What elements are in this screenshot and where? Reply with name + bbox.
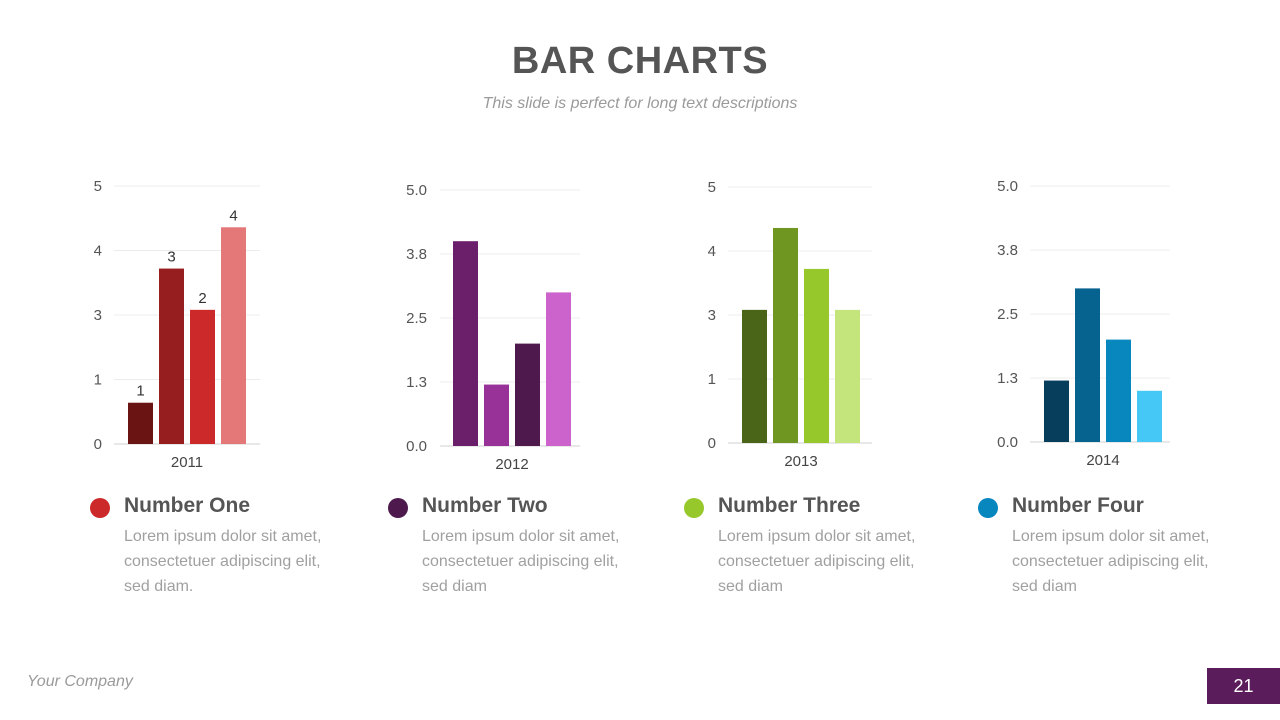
y-tick-label: 3.8 [997,242,1018,259]
y-tick-label: 1.3 [997,370,1018,387]
bar [484,384,509,446]
data-label: 2 [198,290,206,307]
category-label: 2011 [171,454,203,471]
legend-name-four: Number Four [1012,494,1144,517]
data-label: 3 [167,249,175,266]
data-label: 4 [229,207,237,224]
legend-desc-four: Lorem ipsum dolor sit amet, consectetuer… [1012,528,1210,595]
legend-dot-one [90,498,110,518]
y-tick-label: 5 [94,178,102,195]
bar [1106,339,1131,442]
page-number: 21 [1207,668,1280,704]
bar [515,343,540,446]
y-tick-label: 3 [708,307,716,324]
y-tick-label: 5.0 [997,178,1018,195]
y-tick-label: 2.5 [406,310,427,327]
bar [835,309,860,443]
bar [773,227,798,443]
bar [546,292,571,446]
y-tick-label: 0 [708,435,716,452]
y-tick-label: 4 [94,243,102,260]
y-tick-label: 0.0 [406,438,427,455]
category-label: 2012 [495,456,528,473]
bar [1137,390,1162,442]
slide-subtitle: This slide is perfect for long text desc… [482,95,798,112]
y-tick-label: 5.0 [406,182,427,199]
legend-desc-three: Lorem ipsum dolor sit amet, consectetuer… [718,528,916,595]
legend-name-one: Number One [124,494,251,517]
bar [804,268,829,443]
legend-name-three: Number Three [718,494,861,517]
bar [128,402,153,444]
y-tick-label: 3.8 [406,246,427,263]
y-tick-label: 0 [94,436,102,453]
y-tick-label: 3 [94,307,102,324]
footer-company: Your Company [27,673,133,690]
category-label: 2013 [784,453,817,470]
bar [1075,288,1100,442]
data-label: 1 [136,383,144,400]
bar [1044,380,1069,442]
category-label: 2014 [1086,452,1119,469]
bar [190,309,215,444]
y-tick-label: 0.0 [997,434,1018,451]
legend-desc-two: Lorem ipsum dolor sit amet, consectetuer… [422,528,620,595]
bar [453,241,478,446]
y-tick-label: 1.3 [406,374,427,391]
bar [742,309,767,443]
y-tick-label: 4 [708,243,716,260]
legend-dot-two [388,498,408,518]
legend-dot-three [684,498,704,518]
y-tick-label: 2.5 [997,306,1018,323]
y-tick-label: 5 [708,179,716,196]
legend-name-two: Number Two [422,494,548,517]
y-tick-label: 1 [708,371,716,388]
legend-desc-one: Lorem ipsum dolor sit amet, consectetuer… [124,528,322,595]
bar [221,227,246,444]
slide-title: BAR CHARTS [511,40,769,82]
y-tick-label: 1 [94,372,102,389]
bar [159,268,184,444]
legend-dot-four [978,498,998,518]
